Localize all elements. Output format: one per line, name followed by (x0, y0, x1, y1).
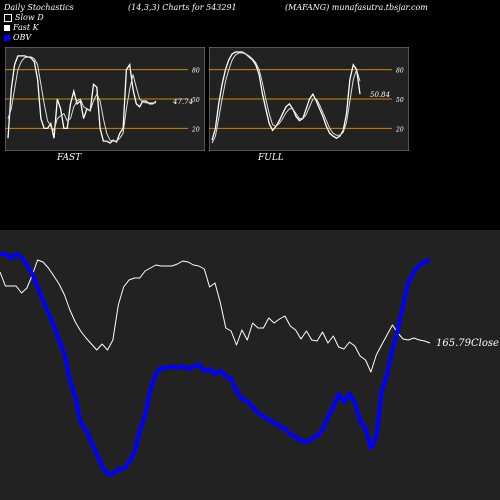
chart-title-left: Daily Stochastics (4, 3, 74, 12)
full-tick-label: 80 (396, 68, 404, 75)
full-tick-label: 50 (396, 97, 404, 104)
full-tick-label: 20 (395, 126, 404, 133)
fast-series-slow-d (7, 56, 156, 142)
close-price-line (0, 259, 431, 373)
chart-title-middle: (14,3,3) Charts for 543291 (128, 3, 237, 12)
fast-stochastic-panel: 20 50 80 47.74 (5, 47, 205, 151)
full-series-slow-d (211, 52, 361, 144)
legend-swatch-obv (4, 35, 10, 41)
price-obv-chart: 165.79Close (0, 230, 500, 500)
fast-value-label: 47.74 (172, 98, 193, 106)
legend-item-fast-k: Fast K (4, 23, 44, 33)
legend-item-slow-d: Slow D (4, 13, 44, 23)
fast-tick-label: 50 (192, 97, 200, 104)
fast-tick-label: 20 (191, 126, 200, 133)
fast-series-fast-k (7, 55, 157, 144)
full-series-fast-k (211, 51, 361, 141)
legend-item-obv: OBV (4, 33, 44, 43)
full-panel-label: FULL (258, 153, 284, 163)
obv-line (0, 252, 431, 476)
fast-panel-label: FAST (57, 153, 82, 163)
legend-label-obv: OBV (13, 33, 32, 42)
full-stochastic-panel: 20 50 80 50.84 (209, 47, 409, 151)
fast-tick-label: 80 (192, 68, 200, 75)
close-value-label: 165.79Close (436, 338, 499, 349)
chart-title-right: (MAFANG) munafasutra.tbsjar.com (285, 3, 428, 12)
legend-label-fast-k: Fast K (13, 23, 39, 32)
main-background (0, 230, 500, 500)
legend-swatch-fast-k (4, 25, 10, 31)
legend-label-slow-d: Slow D (15, 13, 44, 22)
legend: Slow D Fast K OBV (4, 13, 44, 43)
legend-swatch-slow-d (4, 14, 12, 22)
full-value-label: 50.84 (370, 91, 390, 99)
